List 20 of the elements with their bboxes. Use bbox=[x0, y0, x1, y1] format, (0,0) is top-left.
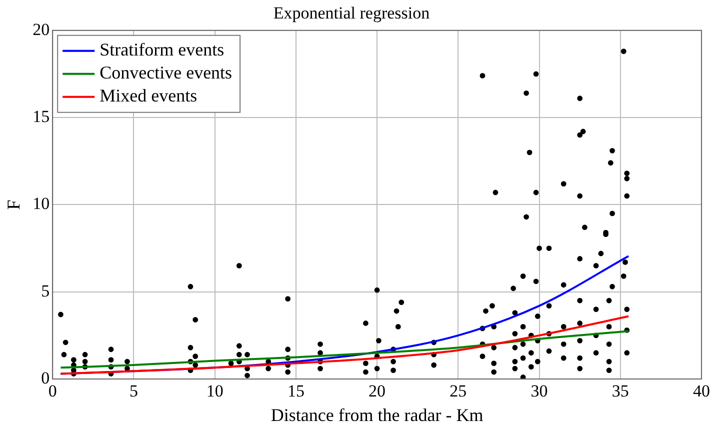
y-tick-label: 20 bbox=[32, 20, 50, 39]
legend-label: Convective events bbox=[100, 62, 232, 83]
x-tick-label: 25 bbox=[450, 382, 467, 401]
x-tick-label: 40 bbox=[693, 382, 710, 401]
legend-label: Stratiform events bbox=[100, 40, 224, 60]
chart-title: Exponential regression bbox=[273, 4, 430, 23]
line-series bbox=[60, 315, 630, 375]
legend-label: Mixed events bbox=[100, 86, 198, 106]
x-tick-label: 35 bbox=[612, 382, 629, 401]
x-axis-title: Distance from the radar - Km bbox=[270, 404, 484, 425]
x-tick-label: 20 bbox=[368, 382, 386, 401]
y-tick-label: 0 bbox=[41, 368, 50, 388]
x-tick-label: 15 bbox=[287, 382, 304, 401]
y-axis-title: F bbox=[4, 200, 24, 210]
y-tick-label: 5 bbox=[41, 281, 50, 300]
y-tick-label: 15 bbox=[32, 107, 50, 126]
x-tick-label: 5 bbox=[129, 382, 138, 401]
y-tick-label: 10 bbox=[32, 194, 50, 214]
x-tick-label: 30 bbox=[530, 382, 548, 401]
x-tick-label: 10 bbox=[206, 382, 224, 401]
